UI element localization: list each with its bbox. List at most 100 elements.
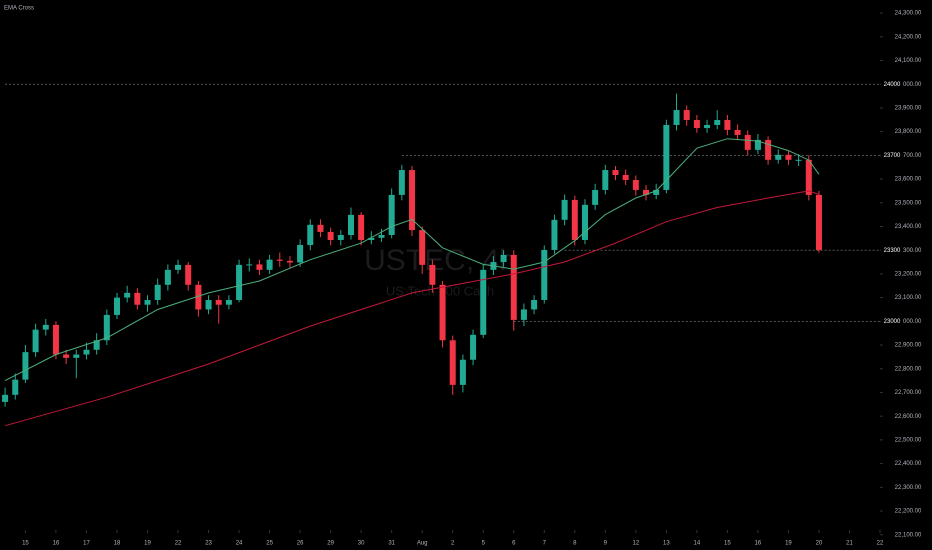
candle-body	[632, 179, 639, 190]
candle-body	[612, 170, 619, 176]
candle-body	[592, 189, 599, 205]
candle-body	[643, 189, 650, 195]
x-tick-label: 18	[114, 541, 121, 547]
candle-body	[83, 349, 90, 355]
x-tick-label: 15	[22, 541, 29, 547]
x-tick-label: 20	[816, 541, 823, 547]
y-tick-label: 24,000.00	[895, 82, 922, 88]
candle-body	[256, 264, 263, 270]
candle-body	[480, 269, 487, 335]
y-tick-label: 23,800.00	[895, 129, 922, 135]
y-tick-label: 22,200.00	[895, 509, 922, 515]
y-tick-label: 23,600.00	[895, 177, 922, 183]
candle-body	[286, 260, 293, 263]
candle-body	[663, 124, 670, 190]
candle-body	[470, 334, 477, 360]
candle-body	[520, 309, 527, 320]
candle-body	[195, 284, 202, 310]
x-tick-label: 17	[83, 541, 90, 547]
level-tag	[881, 316, 903, 327]
x-tick-label: 21	[846, 541, 853, 547]
y-tick-label: 24,100.00	[895, 58, 922, 64]
candle-body	[236, 264, 243, 300]
candle-body	[459, 359, 466, 385]
y-tick-label: 23,000.00	[895, 319, 922, 325]
candle-body	[175, 264, 182, 270]
candle-body	[215, 299, 222, 305]
candle-body	[378, 235, 385, 238]
candle-body	[673, 110, 680, 125]
watermark: USTEC, 4h	[364, 244, 516, 277]
candle-body	[317, 224, 324, 232]
level-tag	[881, 245, 903, 256]
candle-body	[347, 214, 354, 236]
x-tick-label: 19	[785, 541, 792, 547]
x-tick-label: 15	[724, 541, 731, 547]
x-tick-label: 6	[512, 541, 516, 547]
candle-body	[124, 292, 131, 298]
candle-body	[307, 224, 314, 245]
candle-body	[602, 170, 609, 190]
candle-body	[12, 379, 19, 395]
candle-body	[500, 254, 507, 263]
y-tick-label: 22,800.00	[895, 366, 922, 372]
candle-body	[144, 299, 151, 305]
candle-body	[134, 292, 141, 305]
candle-body	[73, 354, 80, 358]
x-tick-label: 29	[327, 541, 334, 547]
ema-line	[4, 138, 820, 382]
candle-body	[795, 159, 802, 161]
candle-body	[805, 159, 812, 195]
candle-body	[785, 154, 792, 160]
level-label: 23000	[884, 319, 901, 325]
candle-body	[22, 352, 29, 380]
x-tick-label: 30	[358, 541, 365, 547]
candle-body	[551, 219, 558, 250]
x-tick-label: 2	[451, 541, 455, 547]
candle-body	[52, 324, 59, 355]
candle-body	[63, 354, 70, 358]
candle-body	[276, 259, 283, 261]
candle-body	[744, 134, 751, 150]
x-tick-label: 14	[694, 541, 701, 547]
candle-body	[815, 194, 822, 250]
y-tick-label: 23,700.00	[895, 153, 922, 159]
candle-body	[724, 119, 731, 130]
x-tick-label: 16	[755, 541, 762, 547]
candle-body	[42, 324, 49, 330]
x-tick-label: 12	[632, 541, 639, 547]
candle-body	[571, 199, 578, 240]
candle-body	[419, 230, 426, 265]
x-tick-label: 19	[144, 541, 151, 547]
x-tick-label: 7	[543, 541, 547, 547]
candle-body	[205, 299, 212, 310]
candle-body	[225, 299, 232, 305]
candle-body	[683, 110, 690, 120]
y-tick-label: 22,100.00	[895, 532, 922, 538]
candle-body	[510, 254, 517, 320]
y-tick-label: 24,300.00	[895, 11, 922, 17]
x-tick-label: 22	[175, 541, 182, 547]
candle-body	[103, 314, 110, 341]
x-tick-label: 9	[604, 541, 608, 547]
x-tick-label: 24	[236, 541, 243, 547]
ema-line	[4, 190, 820, 427]
candle-body	[154, 284, 161, 300]
candle-body	[164, 269, 171, 285]
candle-body	[388, 194, 395, 236]
candle-body	[581, 204, 588, 240]
level-label: 23700	[884, 153, 901, 159]
y-tick-label: 22,900.00	[895, 343, 922, 349]
candle-body	[704, 124, 711, 129]
y-tick-label: 22,400.00	[895, 461, 922, 467]
candle-body	[93, 340, 100, 350]
candle-body	[358, 214, 365, 240]
x-tick-label: 25	[266, 541, 273, 547]
candle-body	[449, 340, 456, 385]
y-tick-label: 23,500.00	[895, 200, 922, 206]
candle-body	[429, 264, 436, 285]
candle-body	[113, 297, 120, 315]
candle-body	[337, 235, 344, 240]
